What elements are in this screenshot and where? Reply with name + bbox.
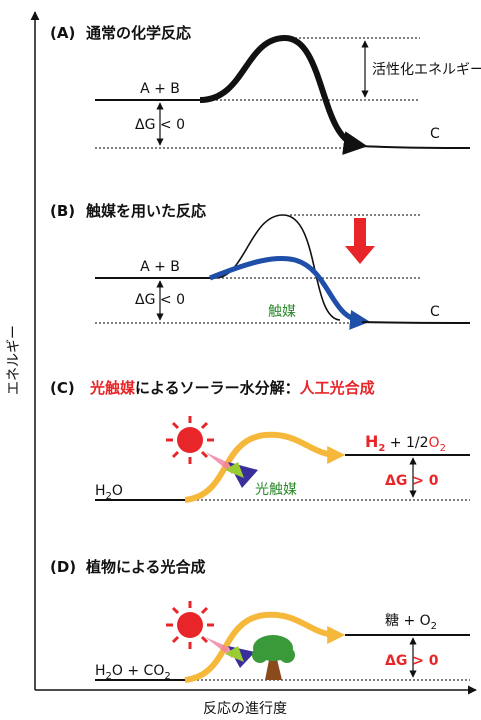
formula-part: 糖 + O <box>385 613 431 629</box>
formula-part: O + CO <box>112 663 164 679</box>
formula-part: + 1/2 <box>385 435 428 451</box>
formula-part: H <box>365 432 378 451</box>
formula-part: 2 <box>431 621 437 632</box>
formula-part: 2 <box>440 443 446 454</box>
delta-g: ΔG < 0 <box>135 292 185 308</box>
activation-label: 活性化エネルギー <box>372 62 481 78</box>
panel-title: 光触媒によるソーラー水分解：人工光合成 <box>89 379 375 397</box>
formula-part: 2 <box>378 443 385 454</box>
panel-b: (B) 触媒を用いた反応 A + B ΔG < 0 C 触媒 <box>50 202 470 323</box>
panel-title: 植物による光合成 <box>86 558 206 576</box>
x-axis-label: 反応の進行度 <box>203 701 287 717</box>
panel-a: (A) 通常の化学反応 A + B ΔG < 0 C 活性化エネルギー <box>50 24 481 148</box>
panel-label: (C) <box>50 379 75 397</box>
reactant: A + B <box>140 81 180 97</box>
diagram: エネルギー 反応の進行度 (A) 通常の化学反応 A + B ΔG < 0 C … <box>0 0 481 720</box>
axes <box>35 12 476 690</box>
reactant: A + B <box>140 259 180 275</box>
formula-part: H <box>95 483 106 499</box>
product: C <box>430 126 440 142</box>
title-part: 光触媒 <box>89 379 136 397</box>
title-part: によるソーラー水分解： <box>135 379 300 397</box>
delta-g: ΔG > 0 <box>385 473 439 489</box>
formula-part: H <box>95 663 106 679</box>
catalyst-label: 光触媒 <box>255 482 297 498</box>
title-part: 人工光合成 <box>300 379 375 397</box>
product: 糖 + O2 <box>385 613 437 632</box>
y-axis-label: エネルギー <box>6 325 22 395</box>
delta-g: ΔG < 0 <box>135 117 185 133</box>
panel-title: 通常の化学反応 <box>86 24 191 42</box>
catalyst-label: 触媒 <box>268 304 296 320</box>
panel-label: (A) <box>50 24 75 42</box>
formula-part: O <box>429 435 440 451</box>
product: C <box>430 304 440 320</box>
tree-icon <box>252 635 295 680</box>
sun-icon <box>166 416 214 464</box>
panel-label: (D) <box>50 558 76 576</box>
delta-g: ΔG > 0 <box>385 653 439 669</box>
formula-part: O <box>112 483 123 499</box>
product: H2 + 1/2O2 <box>365 432 446 454</box>
sun-icon <box>166 601 214 649</box>
panel-d: (D) 植物による光合成 H2O + CO2 糖 + O2 ΔG > 0 <box>50 558 470 682</box>
panel-label: (B) <box>50 202 75 220</box>
panel-c: (C) 光触媒によるソーラー水分解：人工光合成 H2O H2 + 1/2O2 Δ… <box>50 379 470 502</box>
formula-part: 2 <box>164 671 170 682</box>
panel-title: 触媒を用いた反応 <box>86 202 206 220</box>
